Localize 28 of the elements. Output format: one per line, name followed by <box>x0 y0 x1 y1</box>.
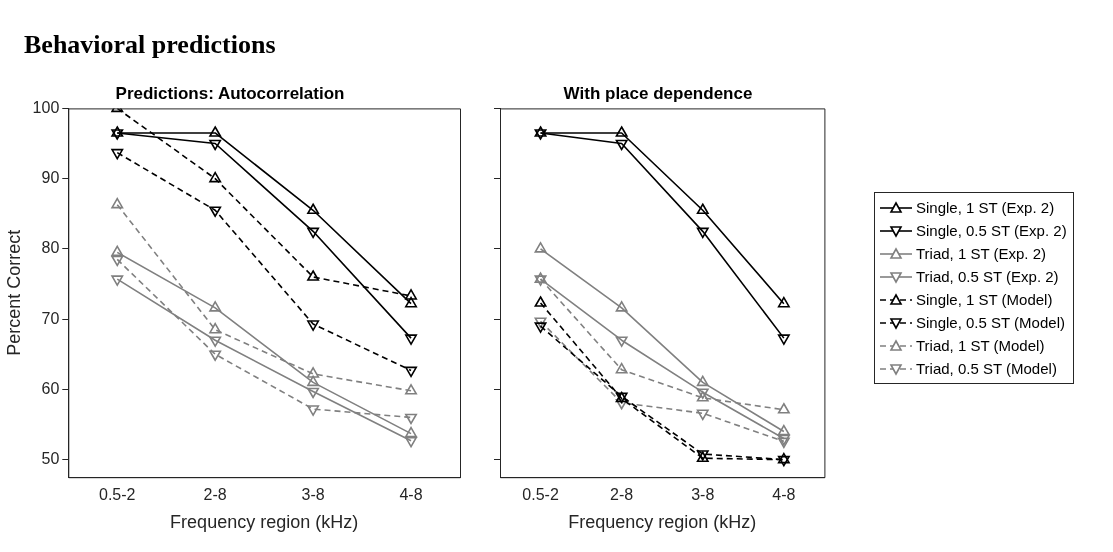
legend-label: Single, 1 ST (Exp. 2) <box>916 199 1055 216</box>
y-axis-title: Percent Correct <box>3 229 24 356</box>
y-tick-label: 60 <box>41 379 60 397</box>
y-tick-label: 50 <box>41 450 60 468</box>
x-tick-label: 4-8 <box>399 486 423 504</box>
x-tick-label: 3-8 <box>301 486 325 504</box>
legend-label: Single, 0.5 ST (Exp. 2) <box>916 222 1067 239</box>
x-axis-title: Frequency region (kHz) <box>568 512 757 533</box>
legend-label: Triad, 0.5 ST (Model) <box>916 360 1057 377</box>
legend-label: Single, 1 ST (Model) <box>916 291 1053 308</box>
text: Behavioral predictions <box>24 30 276 60</box>
x-tick-label: 2-8 <box>203 486 227 504</box>
y-tick-label: 70 <box>41 309 60 327</box>
x-tick-label: 3-8 <box>691 486 715 504</box>
x-axis-title: Frequency region (kHz) <box>170 512 359 533</box>
legend-label: Triad, 1 ST (Model) <box>916 337 1045 354</box>
legend-label: Triad, 1 ST (Exp. 2) <box>916 245 1047 262</box>
chart-title: With place dependence <box>563 83 753 103</box>
y-tick-label: 80 <box>41 239 60 257</box>
chart-title: Predictions: Autocorrelation <box>115 83 345 103</box>
x-tick-label: 2-8 <box>610 486 634 504</box>
y-tick-label: 90 <box>41 169 60 187</box>
legend-label: Single, 0.5 ST (Model) <box>916 314 1065 331</box>
x-tick-label: 0.5-2 <box>522 486 559 504</box>
legend-label: Triad, 0.5 ST (Exp. 2) <box>916 268 1059 285</box>
x-tick-label: 4-8 <box>772 486 796 504</box>
y-tick-label: 100 <box>32 98 60 116</box>
x-tick-label: 0.5-2 <box>99 486 136 504</box>
